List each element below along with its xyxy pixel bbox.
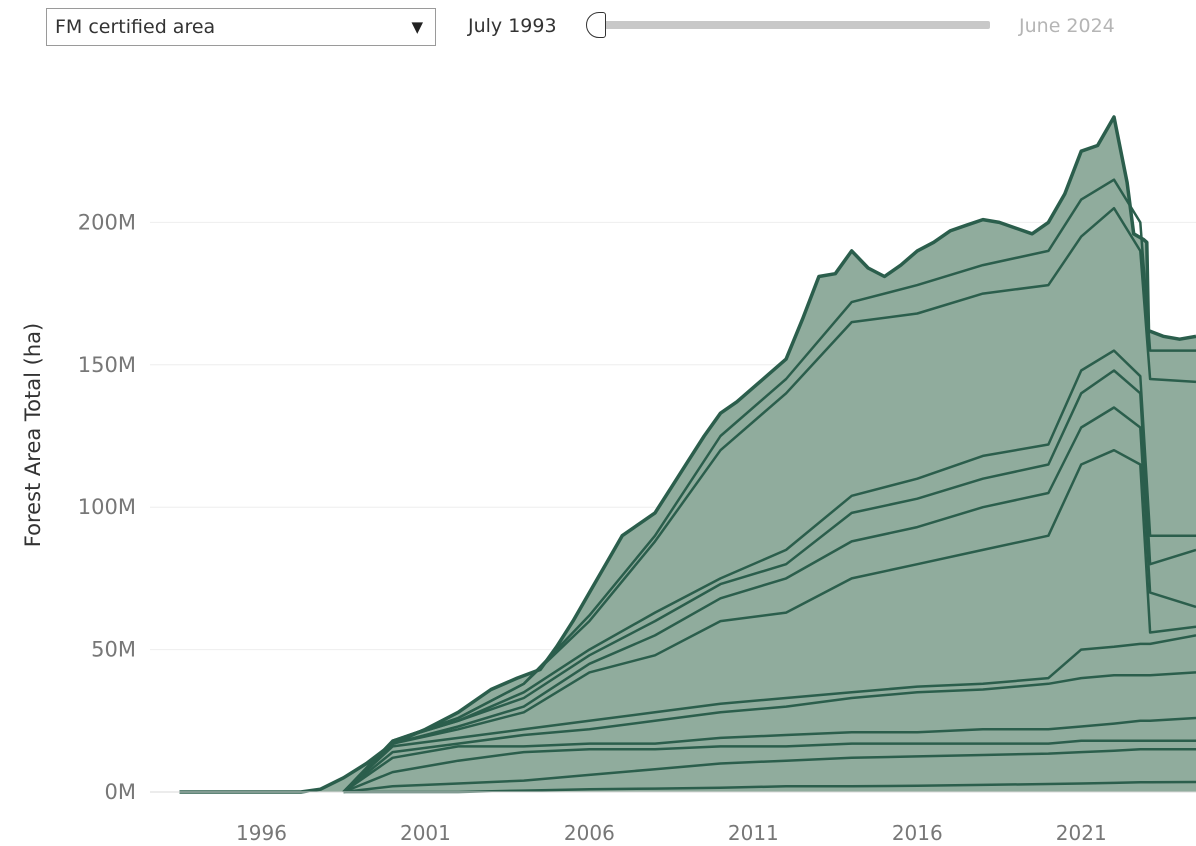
x-tick-label: 2011: [728, 821, 779, 845]
series-line-8: [342, 406, 1196, 793]
series-line-3: [343, 739, 1196, 794]
x-tick-label: 2021: [1056, 821, 1107, 845]
plot-area: [179, 115, 1196, 794]
series-line-4: [342, 716, 1196, 794]
x-tick-label: 2006: [564, 821, 615, 845]
slider-start-label: July 1993: [468, 15, 557, 37]
x-tick-label: 2001: [400, 821, 451, 845]
y-tick-label: 0M: [105, 780, 136, 804]
series-line-9: [342, 369, 1196, 793]
y-tick-label: 150M: [78, 353, 136, 377]
y-tick-label: 50M: [91, 638, 136, 662]
slider-handle[interactable]: [586, 12, 606, 38]
area-fill: [179, 117, 1196, 792]
slider-end-label: June 2024: [1019, 15, 1115, 37]
y-axis-title: Forest Area Total (ha): [21, 323, 45, 547]
slider-track[interactable]: [596, 21, 990, 29]
chevron-down-icon[interactable]: ▼: [411, 18, 423, 36]
x-axis: 1996 2001 2006 2011 2016 2021: [150, 791, 1196, 845]
filter-dropdown[interactable]: FM certified area ▼: [46, 8, 436, 46]
filter-selected-value: FM certified area: [55, 16, 216, 38]
series-line-6: [342, 634, 1196, 793]
series-line-2: [343, 748, 1196, 794]
series-line-12: [342, 178, 1196, 793]
time-range-slider[interactable]: July 1993 June 2024: [468, 10, 1168, 44]
y-axis: 0M 50M 100M 150M 200M: [78, 210, 136, 804]
x-tick-label: 2016: [892, 821, 943, 845]
y-tick-label: 100M: [78, 495, 136, 519]
series-line-1: [343, 780, 1196, 794]
total-line: [179, 115, 1196, 794]
x-tick-label: 1996: [236, 821, 287, 845]
series-line-5: [342, 671, 1196, 793]
y-tick-label: 200M: [78, 210, 136, 234]
series-line-10: [342, 349, 1196, 793]
series-line-7: [342, 448, 1196, 793]
